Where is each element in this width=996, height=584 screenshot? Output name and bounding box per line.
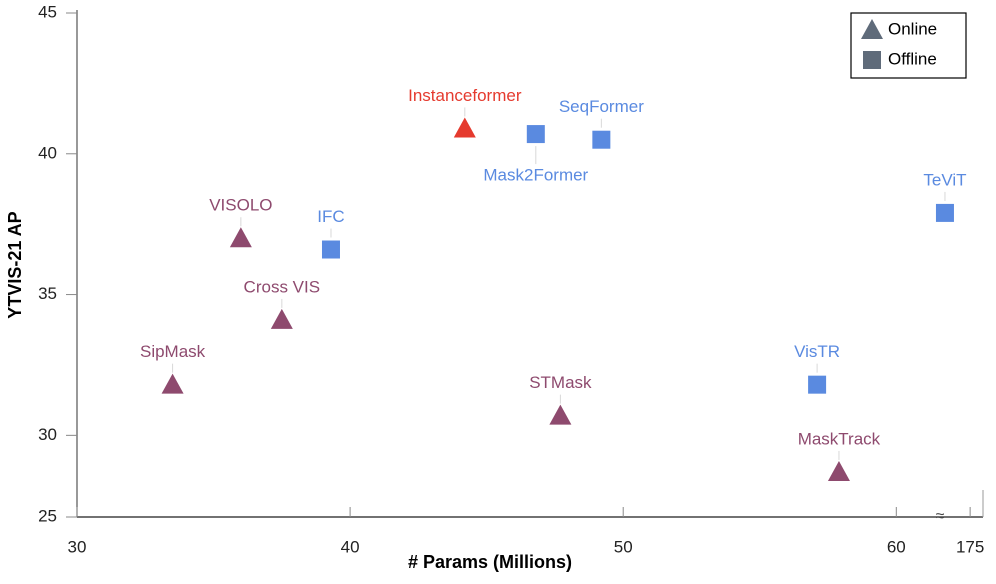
legend-label: Offline — [888, 49, 937, 68]
point — [270, 308, 293, 329]
point — [229, 227, 252, 248]
point — [453, 117, 476, 138]
point-label: VISOLO — [209, 196, 272, 215]
point-label: Instanceformer — [408, 86, 522, 105]
point-label: Mask2Former — [483, 166, 588, 185]
point — [808, 375, 827, 394]
point-label: TeViT — [923, 170, 966, 189]
point-label: IFC — [317, 207, 344, 226]
point-label: Cross VIS — [244, 277, 321, 296]
y-tick-label: 40 — [38, 143, 57, 162]
point-label: SeqFormer — [559, 97, 644, 116]
legend-marker — [863, 51, 881, 69]
point — [935, 203, 954, 222]
point — [321, 240, 340, 259]
point-label: SipMask — [140, 342, 206, 361]
x-tick-label: 60 — [887, 537, 906, 556]
point — [549, 404, 572, 425]
point — [827, 460, 850, 481]
x-tick-label: 40 — [341, 537, 360, 556]
point-label: MaskTrack — [798, 429, 881, 448]
x-tick-label: 30 — [68, 537, 87, 556]
legend-label: Online — [888, 19, 937, 38]
x-tick-label: 175 — [956, 537, 984, 556]
point — [526, 125, 545, 144]
y-tick-label: 25 — [38, 506, 57, 525]
point-label: VisTR — [794, 342, 840, 361]
point — [161, 373, 184, 394]
axis-break: ≈ — [936, 508, 945, 525]
y-tick-label: 30 — [38, 425, 57, 444]
x-axis-label: # Params (Millions) — [408, 552, 572, 572]
y-axis-label: YTVIS-21 AP — [5, 211, 25, 318]
legend-marker — [861, 19, 883, 39]
point — [592, 130, 611, 149]
y-tick-label: 45 — [38, 2, 57, 21]
x-tick-label: 50 — [614, 537, 633, 556]
y-tick-label: 35 — [38, 284, 57, 303]
point-label: STMask — [529, 373, 592, 392]
